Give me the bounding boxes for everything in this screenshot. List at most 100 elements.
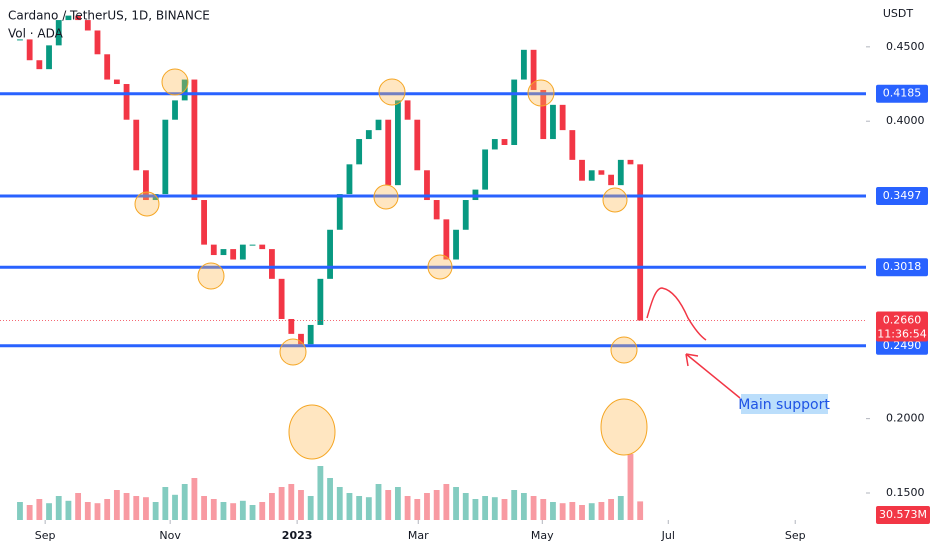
candle <box>608 174 615 186</box>
candle <box>191 79 198 201</box>
candle <box>491 139 498 150</box>
level-box <box>876 84 928 103</box>
candle <box>433 200 440 220</box>
candle <box>385 119 392 186</box>
candle <box>637 164 644 321</box>
volume-bar <box>327 478 333 520</box>
candle <box>230 249 237 260</box>
candle <box>462 200 469 230</box>
candle <box>94 30 101 55</box>
candle <box>550 104 556 140</box>
currency: USDT <box>883 7 914 20</box>
volume-bar <box>210 499 217 520</box>
volume-bar <box>443 484 450 520</box>
time-axis <box>0 520 932 550</box>
candle <box>172 100 178 120</box>
volume-bar <box>230 503 237 520</box>
y-tick-label: 0.2000 <box>886 412 925 425</box>
volume-bar <box>26 505 33 520</box>
volume-bar <box>65 500 72 520</box>
circle <box>600 398 648 456</box>
volume-bar <box>239 500 246 520</box>
volume-bar <box>472 499 479 520</box>
axes: 0.4500 0.4000 0.2000 0.1500 Sep Nov 2023 Mar May… <box>35 40 930 542</box>
candle <box>394 100 401 186</box>
volume-bar <box>75 493 82 520</box>
y-tick-label: 0.1500 <box>886 486 925 499</box>
volume-bar <box>530 496 537 520</box>
candle <box>123 84 130 120</box>
level-box <box>876 187 928 206</box>
candle <box>55 20 62 46</box>
candle <box>143 170 149 201</box>
volume-bar <box>152 502 159 520</box>
candle <box>627 159 634 165</box>
candle <box>201 200 207 245</box>
candle <box>443 219 450 260</box>
circle <box>527 79 555 107</box>
volume-bar <box>482 496 489 520</box>
projection <box>646 287 707 341</box>
volume-bar <box>462 493 469 520</box>
volume-bar <box>491 497 498 520</box>
x-tick-label: Sep <box>785 529 806 542</box>
annotation-box <box>741 394 828 414</box>
volume-bar <box>588 503 595 520</box>
candle <box>113 79 120 85</box>
volume-bar <box>637 501 644 520</box>
y-tick-label: 0.4000 <box>886 114 925 127</box>
volume-bar <box>501 499 508 520</box>
volume-bar <box>17 502 23 520</box>
volume-bar <box>424 493 430 520</box>
volume-bar <box>191 478 198 520</box>
volume-bar <box>365 497 372 520</box>
candle <box>104 54 111 80</box>
volume-bar <box>569 502 576 520</box>
x-tick-label: Jul <box>661 529 675 542</box>
volume-bar <box>394 487 401 520</box>
last-price-label: 0.2660 <box>883 313 922 326</box>
level-label: 0.2490 <box>883 339 922 352</box>
circle <box>602 187 628 213</box>
volume-bar <box>453 487 459 520</box>
volume-bar <box>84 502 91 520</box>
volume-bar <box>113 490 120 520</box>
candle <box>424 170 430 201</box>
circle <box>373 184 399 210</box>
candle <box>162 119 169 195</box>
candle <box>482 149 489 190</box>
candle <box>598 170 605 175</box>
volume-bar <box>317 466 324 520</box>
circle <box>288 404 336 460</box>
candle <box>327 229 333 279</box>
volume-bar <box>433 490 440 520</box>
candle <box>26 39 33 61</box>
candle <box>317 278 324 325</box>
candle <box>336 194 343 230</box>
candle <box>278 278 285 319</box>
volume-bar <box>288 484 295 520</box>
candle <box>501 139 508 145</box>
candle <box>453 229 459 260</box>
candle <box>269 249 275 279</box>
x-tick-label: May <box>531 529 554 542</box>
candle <box>588 170 595 181</box>
volume-bar <box>404 496 411 520</box>
volume-bar <box>220 502 227 520</box>
candle <box>288 318 295 334</box>
volume-bar <box>375 484 382 520</box>
volume-bar <box>608 499 615 520</box>
level-box <box>876 258 928 277</box>
volume-bar <box>385 490 392 520</box>
volume-bar <box>269 493 275 520</box>
volume-bar <box>143 497 149 520</box>
circle <box>610 336 638 364</box>
volume-box <box>876 506 930 524</box>
candle <box>84 20 91 31</box>
volume-bar <box>278 487 285 520</box>
volume-bar <box>201 496 207 520</box>
plot <box>0 15 866 520</box>
volume-bar <box>627 454 634 520</box>
candle <box>414 119 421 171</box>
